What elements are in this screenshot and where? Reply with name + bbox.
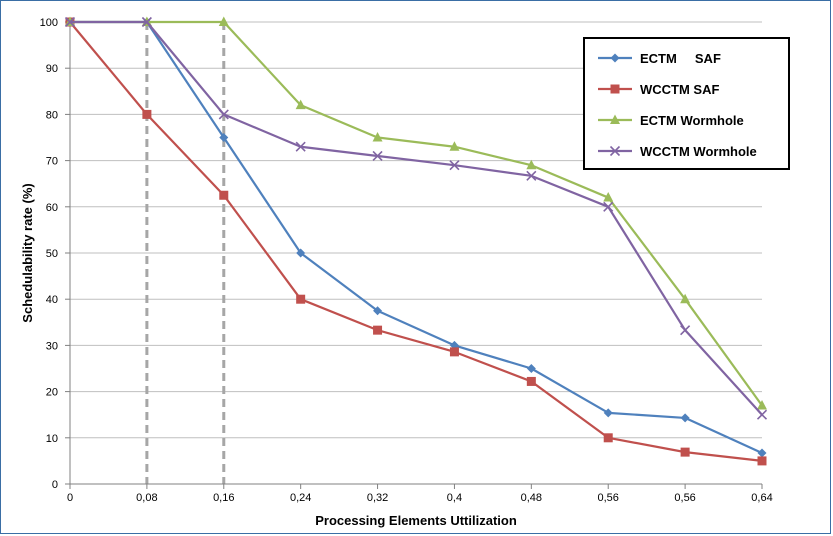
x-tick-label: 0,56 [598,492,619,504]
legend-label: WCCTM Wormhole [640,144,757,159]
x-tick-label: 0,48 [521,492,542,504]
data-point [603,408,613,418]
legend-label: ECTM SAF [640,51,721,66]
series-line [70,20,763,455]
reference-lines [145,22,226,484]
data-point [526,159,537,170]
y-tick-label: 0 [52,479,58,491]
x-tick-label: 0,32 [367,492,388,504]
data-point [526,364,536,373]
data-point [603,201,614,212]
y-tick-label: 70 [46,156,58,168]
series-4 [64,16,768,420]
legend-label: WCCTM SAF [640,82,719,97]
x-tick-label: 0,56 [674,492,695,504]
x-tick-label: 0,16 [213,492,234,504]
legend-item: WCCTM Wormhole [598,144,757,159]
series-line [70,20,763,407]
y-tick-label: 10 [46,433,58,445]
x-tick-label: 0 [67,492,73,504]
data-point [295,141,306,152]
x-tick-label: 0,24 [290,492,311,504]
series-group [64,16,768,466]
data-point [219,133,229,142]
data-point [526,170,537,181]
data-point [142,109,152,119]
data-point [680,293,691,304]
data-point [756,409,768,420]
x-axis-title: Processing Elements Uttilization [315,513,517,528]
data-point [680,413,690,423]
legend-marker [610,114,620,124]
legend-marker [609,145,621,157]
data-point [757,456,767,466]
x-tick-label: 0,64 [751,492,772,504]
y-axis-title: Schedulability rate (%) [20,183,35,322]
data-point [296,248,306,258]
series-line [70,20,763,416]
data-point [373,325,383,335]
legend-item: ECTM SAF [598,51,721,66]
y-tick-labels: 0 10 20 30 40 50 60 70 80 90 100 [40,17,70,491]
y-tick-label: 30 [46,340,58,352]
data-point [218,16,229,26]
legend-marker [610,84,620,94]
data-point [219,190,229,200]
data-point [449,141,460,151]
y-tick-label: 100 [40,17,58,29]
data-point [680,447,690,457]
x-tick-label: 0,08 [136,492,157,504]
x-tick-label: 0,4 [447,492,462,504]
x-tick-labels: 0 0,08 0,16 0,24 0,32 0,4 0,48 0,56 0,56 0,64 [67,484,773,504]
legend-item: ECTM Wormhole [598,113,744,128]
data-point [372,132,383,142]
y-tick-label: 40 [46,294,58,306]
series-line [69,21,763,462]
y-tick-label: 20 [46,387,58,399]
legend-marker [610,53,620,63]
data-point [603,192,614,202]
y-tick-label: 50 [46,248,58,260]
data-point [296,294,306,304]
data-point [526,376,536,386]
data-point [218,109,229,120]
data-point [295,99,306,110]
y-tick-label: 90 [46,63,58,75]
data-point [372,150,383,162]
y-tick-label: 60 [46,202,58,214]
legend-item: WCCTM SAF [598,82,719,97]
data-point [603,433,613,443]
data-point [449,347,459,357]
data-point [757,399,767,410]
legend: ECTM SAF WCCTM SAF ECTM Wormhole WCCTM Worm… [583,37,790,170]
data-point [64,16,76,28]
legend-label: ECTM Wormhole [640,113,744,128]
data-point [757,448,767,458]
data-point [373,306,383,316]
data-point [680,325,691,336]
data-point [141,16,152,28]
y-tick-label: 80 [46,109,58,121]
data-point [449,160,460,171]
